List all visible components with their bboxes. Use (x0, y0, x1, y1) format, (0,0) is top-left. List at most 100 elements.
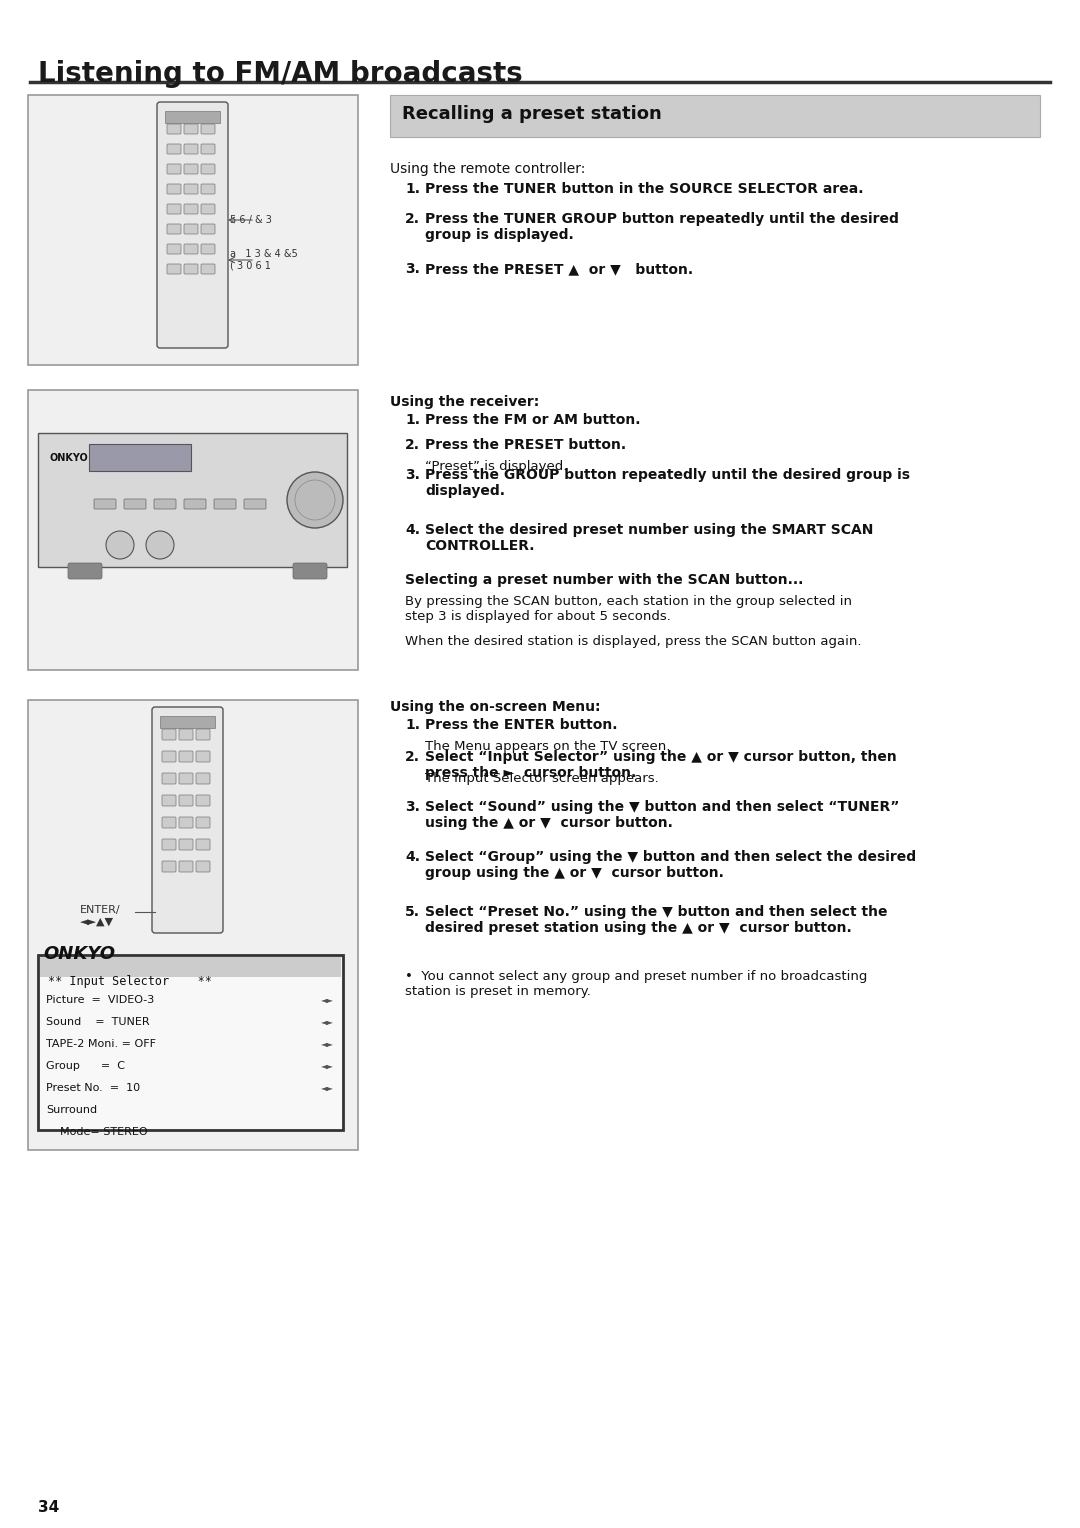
FancyBboxPatch shape (195, 729, 210, 740)
FancyBboxPatch shape (201, 264, 215, 274)
FancyBboxPatch shape (390, 95, 1040, 138)
Text: 2.: 2. (405, 212, 420, 226)
Text: Select “Input Selector” using the ▲ or ▼ cursor button, then
press the ►  cursor: Select “Input Selector” using the ▲ or ▼… (426, 750, 896, 781)
FancyBboxPatch shape (157, 102, 228, 348)
Text: ONKYO: ONKYO (43, 944, 114, 963)
Circle shape (287, 472, 343, 529)
Text: Listening to FM/AM broadcasts: Listening to FM/AM broadcasts (38, 60, 523, 89)
Text: ** Input Selector    **: ** Input Selector ** (48, 975, 212, 989)
Text: Group      =  C: Group = C (46, 1060, 125, 1071)
FancyBboxPatch shape (184, 264, 198, 274)
FancyBboxPatch shape (167, 163, 181, 174)
Text: Select the desired preset number using the SMART SCAN
CONTROLLER.: Select the desired preset number using t… (426, 523, 874, 553)
Text: Select “Preset No.” using the ▼ button and then select the
desired preset statio: Select “Preset No.” using the ▼ button a… (426, 905, 888, 935)
FancyBboxPatch shape (201, 124, 215, 134)
Text: The Menu appears on the TV screen.: The Menu appears on the TV screen. (426, 740, 671, 753)
FancyBboxPatch shape (28, 390, 357, 669)
Text: 4.: 4. (405, 850, 420, 863)
FancyBboxPatch shape (167, 244, 181, 254)
Text: Press the FM or AM button.: Press the FM or AM button. (426, 413, 640, 426)
FancyBboxPatch shape (89, 445, 191, 471)
Text: 3.: 3. (405, 261, 420, 277)
FancyBboxPatch shape (195, 817, 210, 828)
Text: 5 6 / & 3: 5 6 / & 3 (230, 215, 272, 225)
FancyBboxPatch shape (154, 500, 176, 509)
Text: 2.: 2. (405, 439, 420, 452)
FancyBboxPatch shape (38, 432, 347, 567)
FancyBboxPatch shape (165, 112, 220, 122)
Text: Selecting a preset number with the SCAN button...: Selecting a preset number with the SCAN … (405, 573, 804, 587)
FancyBboxPatch shape (184, 144, 198, 154)
FancyBboxPatch shape (179, 817, 193, 828)
FancyBboxPatch shape (38, 955, 343, 1131)
FancyBboxPatch shape (162, 750, 176, 762)
FancyBboxPatch shape (167, 124, 181, 134)
FancyBboxPatch shape (162, 773, 176, 784)
Text: a   1 3 & 4 &5
( 3 0 6 1: a 1 3 & 4 &5 ( 3 0 6 1 (230, 249, 298, 270)
Text: Using the on-screen Menu:: Using the on-screen Menu: (390, 700, 600, 714)
FancyBboxPatch shape (167, 205, 181, 214)
FancyBboxPatch shape (201, 144, 215, 154)
Text: Select “Sound” using the ▼ button and then select “TUNER”
using the ▲ or ▼  curs: Select “Sound” using the ▼ button and th… (426, 801, 900, 830)
FancyBboxPatch shape (201, 183, 215, 194)
FancyBboxPatch shape (184, 225, 198, 234)
FancyBboxPatch shape (184, 124, 198, 134)
FancyBboxPatch shape (167, 264, 181, 274)
FancyBboxPatch shape (160, 717, 215, 727)
Text: 34: 34 (38, 1500, 59, 1514)
FancyBboxPatch shape (179, 839, 193, 850)
Text: 5.: 5. (405, 905, 420, 918)
FancyBboxPatch shape (179, 729, 193, 740)
FancyBboxPatch shape (162, 795, 176, 805)
FancyBboxPatch shape (162, 860, 176, 872)
FancyBboxPatch shape (28, 700, 357, 1151)
Text: 1.: 1. (405, 413, 420, 426)
Text: Mode= STEREO: Mode= STEREO (46, 1128, 148, 1137)
Text: “Preset” is displayed.: “Preset” is displayed. (426, 460, 567, 474)
FancyBboxPatch shape (68, 562, 102, 579)
Text: Using the receiver:: Using the receiver: (390, 396, 539, 410)
Text: Preset No.  =  10: Preset No. = 10 (46, 1083, 140, 1093)
FancyBboxPatch shape (179, 795, 193, 805)
FancyBboxPatch shape (184, 205, 198, 214)
Text: 3.: 3. (405, 468, 420, 481)
FancyBboxPatch shape (184, 244, 198, 254)
FancyBboxPatch shape (184, 183, 198, 194)
Circle shape (146, 532, 174, 559)
Text: Press the PRESET ▲  or ▼   button.: Press the PRESET ▲ or ▼ button. (426, 261, 693, 277)
FancyBboxPatch shape (201, 205, 215, 214)
FancyBboxPatch shape (152, 707, 222, 934)
Text: By pressing the SCAN button, each station in the group selected in
step 3 is dis: By pressing the SCAN button, each statio… (405, 594, 852, 623)
Text: Press the TUNER button in the SOURCE SELECTOR area.: Press the TUNER button in the SOURCE SEL… (426, 182, 864, 196)
Text: 2.: 2. (405, 750, 420, 764)
FancyBboxPatch shape (179, 773, 193, 784)
Text: ONKYO: ONKYO (50, 452, 89, 463)
Text: Sound    =  TUNER: Sound = TUNER (46, 1018, 150, 1027)
Text: Press the PRESET button.: Press the PRESET button. (426, 439, 626, 452)
FancyBboxPatch shape (214, 500, 237, 509)
FancyBboxPatch shape (167, 225, 181, 234)
Text: ◄►: ◄► (321, 1018, 334, 1025)
Text: ◄►: ◄► (321, 1039, 334, 1048)
FancyBboxPatch shape (244, 500, 266, 509)
Text: ◄►: ◄► (321, 995, 334, 1004)
FancyBboxPatch shape (184, 500, 206, 509)
Text: Surround: Surround (46, 1105, 97, 1115)
Text: When the desired station is displayed, press the SCAN button again.: When the desired station is displayed, p… (405, 636, 862, 648)
FancyBboxPatch shape (184, 163, 198, 174)
FancyBboxPatch shape (40, 957, 341, 976)
Text: 1.: 1. (405, 182, 420, 196)
Text: Select “Group” using the ▼ button and then select the desired
group using the ▲ : Select “Group” using the ▼ button and th… (426, 850, 916, 880)
FancyBboxPatch shape (28, 95, 357, 365)
FancyBboxPatch shape (195, 795, 210, 805)
Text: ENTER/
◄►▲▼: ENTER/ ◄►▲▼ (80, 905, 121, 926)
Circle shape (106, 532, 134, 559)
Text: TAPE-2 Moni. = OFF: TAPE-2 Moni. = OFF (46, 1039, 156, 1050)
Text: Using the remote controller:: Using the remote controller: (390, 162, 585, 176)
FancyBboxPatch shape (179, 750, 193, 762)
Text: Press the TUNER GROUP button repeatedly until the desired
group is displayed.: Press the TUNER GROUP button repeatedly … (426, 212, 899, 243)
Text: 4.: 4. (405, 523, 420, 536)
FancyBboxPatch shape (195, 750, 210, 762)
FancyBboxPatch shape (201, 163, 215, 174)
FancyBboxPatch shape (195, 773, 210, 784)
